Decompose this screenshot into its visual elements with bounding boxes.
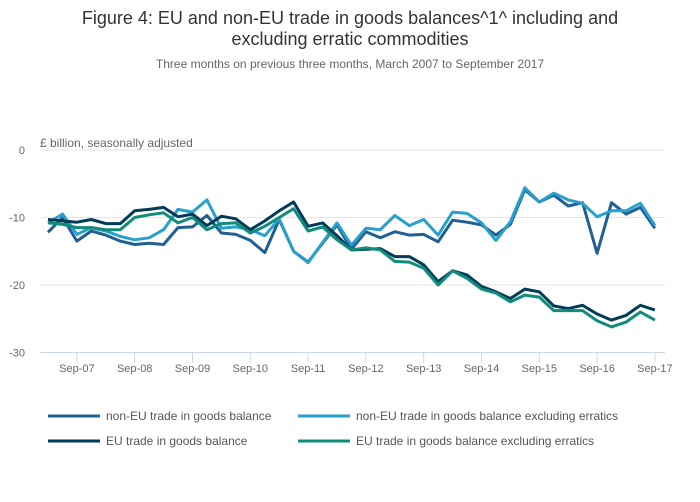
y-tick-label: -10 <box>9 213 25 225</box>
x-tick-label: Sep-12 <box>348 363 383 375</box>
legend-label: EU trade in goods balance excluding erra… <box>356 434 594 448</box>
x-tick-label: Sep-16 <box>579 363 614 375</box>
legend-label: EU trade in goods balance <box>106 434 248 448</box>
legend-item[interactable]: non-EU trade in goods balance <box>48 409 272 423</box>
x-tick-label: Sep-15 <box>522 363 557 375</box>
chart-title-line2: excluding erratic commodities <box>231 29 468 49</box>
legend-label: non-EU trade in goods balance excluding … <box>356 409 618 423</box>
x-tick-label: Sep-07 <box>59 363 94 375</box>
y-tick-label: 0 <box>19 145 25 157</box>
legend-item[interactable]: EU trade in goods balance <box>48 434 248 448</box>
legend-item[interactable]: EU trade in goods balance excluding erra… <box>298 434 594 448</box>
y-axis-label: £ billion, seasonally adjusted <box>40 136 193 150</box>
y-tick-label: -30 <box>9 348 25 360</box>
chart-subtitle: Three months on previous three months, M… <box>156 57 545 71</box>
x-tick-label: Sep-14 <box>464 363 499 375</box>
series-line-1 <box>47 186 657 265</box>
series-line-2 <box>47 200 656 322</box>
series-line-3 <box>47 207 656 329</box>
x-tick-label: Sep-08 <box>117 363 152 375</box>
y-tick-label: -20 <box>9 280 25 292</box>
chart-title-line1: Figure 4: EU and non-EU trade in goods b… <box>82 8 618 28</box>
x-tick-label: Sep-17 <box>637 363 672 375</box>
x-tick-label: Sep-13 <box>406 363 441 375</box>
x-tick-label: Sep-09 <box>175 363 210 375</box>
x-tick-label: Sep-10 <box>233 363 268 375</box>
legend-label: non-EU trade in goods balance <box>106 409 272 423</box>
x-tick-label: Sep-11 <box>291 363 326 375</box>
legend-item[interactable]: non-EU trade in goods balance excluding … <box>298 409 618 423</box>
